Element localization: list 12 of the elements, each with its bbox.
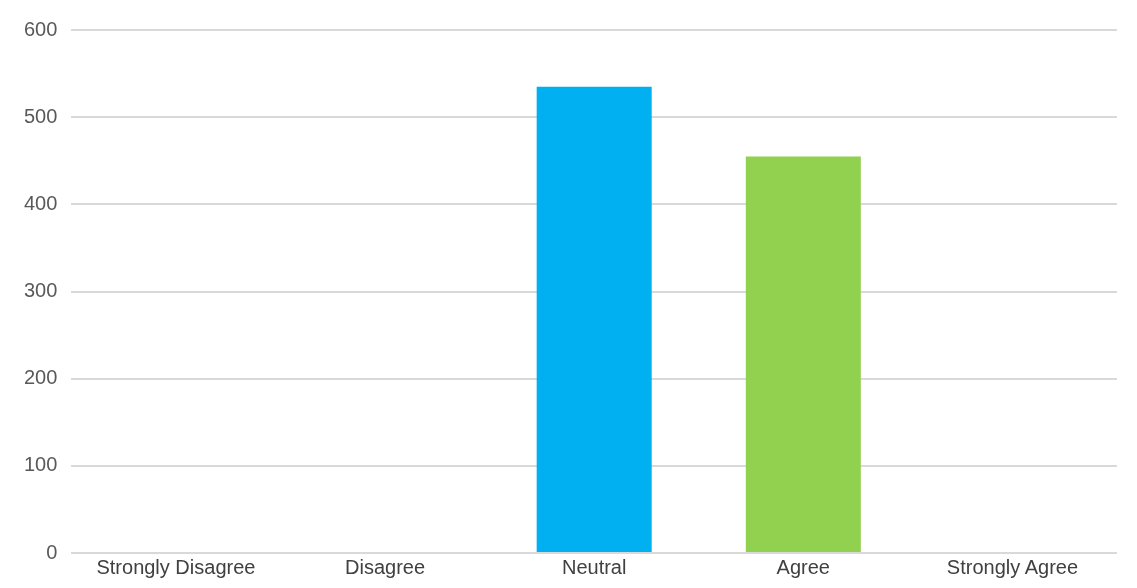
- y-tick-label: 500: [23, 104, 58, 127]
- y-tick-label: 300: [23, 279, 58, 302]
- y-tick-label: 600: [23, 17, 58, 40]
- x-tick-label: Neutral: [561, 555, 627, 578]
- y-tick-label: 0: [46, 540, 58, 563]
- x-tick-label: Agree: [776, 555, 830, 578]
- y-tick-label: 200: [23, 366, 58, 389]
- x-tick-label: Strongly Agree: [946, 555, 1079, 578]
- x-tick-label: Strongly Disagree: [96, 555, 256, 578]
- y-tick-label: 400: [23, 191, 58, 214]
- x-tick-label: Disagree: [345, 555, 426, 578]
- y-tick-label: 100: [23, 453, 58, 476]
